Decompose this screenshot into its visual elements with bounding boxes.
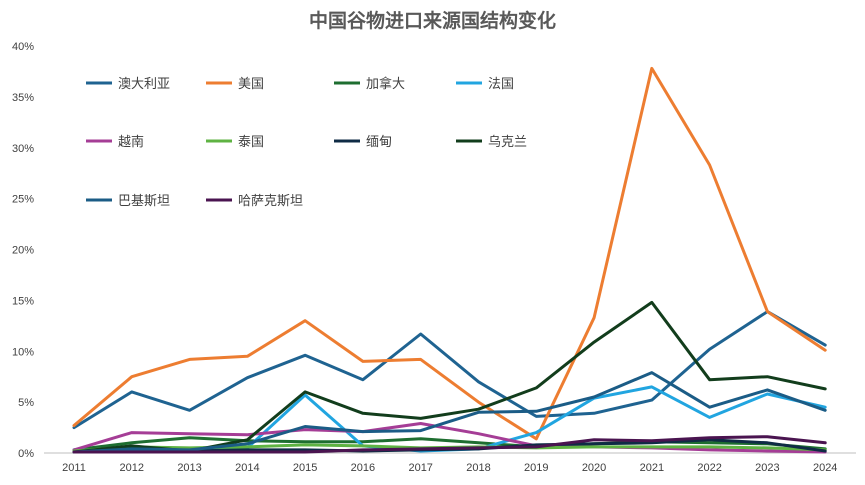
legend-label: 哈萨克斯坦 — [238, 194, 303, 209]
legend-label: 泰国 — [238, 135, 264, 150]
y-tick-label: 15% — [12, 295, 34, 307]
y-tick-label: 25% — [12, 194, 34, 206]
x-tick-label: 2016 — [351, 462, 375, 474]
legend-item: 美国 — [206, 77, 264, 92]
series-line-3 — [72, 436, 827, 452]
legend-item: 泰国 — [206, 135, 264, 150]
x-tick-label: 2021 — [640, 462, 664, 474]
y-tick-label: 10% — [12, 346, 34, 358]
x-tick-label: 2015 — [293, 462, 317, 474]
legend-label: 澳大利亚 — [118, 76, 170, 92]
chart-axes: 0% 5% 10% 15% 20% 25% 30% 35% 40% 2011 2012 2013 201… — [12, 41, 856, 474]
y-tick-label: 40% — [12, 41, 34, 53]
legend-item: 加拿大 — [334, 76, 405, 92]
y-tick-label: 20% — [12, 245, 34, 257]
y-tick-label: 30% — [12, 143, 34, 155]
legend-item: 缅甸 — [334, 135, 392, 150]
x-tick-label: 2014 — [235, 462, 259, 474]
x-tick-label: 2020 — [582, 462, 606, 474]
y-tick-label: 0% — [18, 448, 34, 460]
chart-series — [72, 66, 827, 454]
x-tick-label: 2012 — [120, 462, 144, 474]
legend-item: 乌克兰 — [456, 134, 527, 150]
series-line-1 — [72, 310, 827, 430]
series-line-5 — [72, 422, 827, 454]
legend-label: 越南 — [118, 134, 144, 150]
series-line-9 — [72, 371, 827, 454]
legend-item: 越南 — [86, 134, 144, 150]
legend-label: 美国 — [238, 77, 264, 92]
series-line-2 — [72, 66, 827, 441]
y-tick-label: 5% — [18, 397, 34, 409]
legend-label: 乌克兰 — [488, 134, 527, 150]
x-tick-label: 2018 — [466, 462, 490, 474]
legend-label: 巴基斯坦 — [118, 194, 170, 209]
series-line-10 — [72, 435, 827, 454]
legend-label: 加拿大 — [366, 76, 405, 92]
x-tick-label: 2022 — [697, 462, 721, 474]
legend-item: 巴基斯坦 — [86, 194, 170, 209]
x-tick-label: 2017 — [408, 462, 432, 474]
legend-label: 缅甸 — [366, 135, 392, 150]
x-tick-label: 2011 — [62, 462, 86, 474]
x-tick-label: 2019 — [524, 462, 548, 474]
x-tick-label: 2024 — [813, 462, 837, 474]
chart-title: 中国谷物进口来源国结构变化 — [308, 10, 556, 32]
x-tick-label: 2013 — [177, 462, 201, 474]
legend-item: 澳大利亚 — [86, 76, 170, 92]
legend-label: 法国 — [488, 77, 514, 92]
legend-item: 哈萨克斯坦 — [206, 194, 303, 209]
legend-item: 法国 — [456, 77, 514, 92]
y-tick-label: 35% — [12, 92, 34, 104]
x-tick-label: 2023 — [755, 462, 779, 474]
